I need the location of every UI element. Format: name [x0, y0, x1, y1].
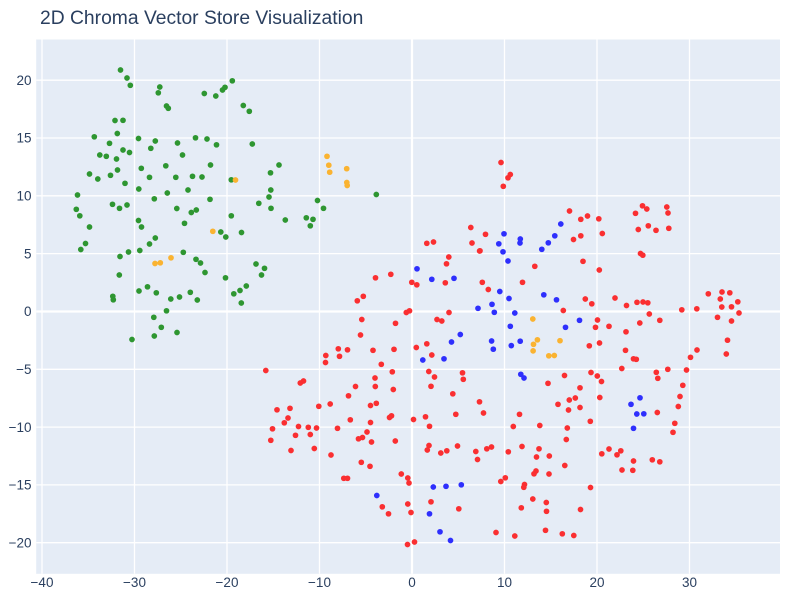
svg-text:10: 10 [497, 575, 512, 590]
svg-text:−40: −40 [31, 575, 54, 590]
svg-text:−20: −20 [9, 535, 32, 550]
svg-text:−10: −10 [9, 420, 32, 435]
svg-text:2D Chroma Vector Store Visuali: 2D Chroma Vector Store Visualization [40, 8, 363, 29]
svg-text:30: 30 [682, 575, 697, 590]
svg-text:15: 15 [16, 131, 31, 146]
svg-text:−15: −15 [9, 478, 32, 493]
svg-text:0: 0 [408, 575, 416, 590]
svg-text:20: 20 [589, 575, 604, 590]
svg-text:20: 20 [16, 73, 31, 88]
svg-text:5: 5 [24, 246, 32, 261]
svg-text:10: 10 [16, 189, 31, 204]
svg-text:0: 0 [24, 304, 32, 319]
svg-text:−5: −5 [16, 362, 31, 377]
svg-text:−20: −20 [216, 575, 239, 590]
svg-text:−30: −30 [123, 575, 146, 590]
svg-text:−10: −10 [308, 575, 331, 590]
